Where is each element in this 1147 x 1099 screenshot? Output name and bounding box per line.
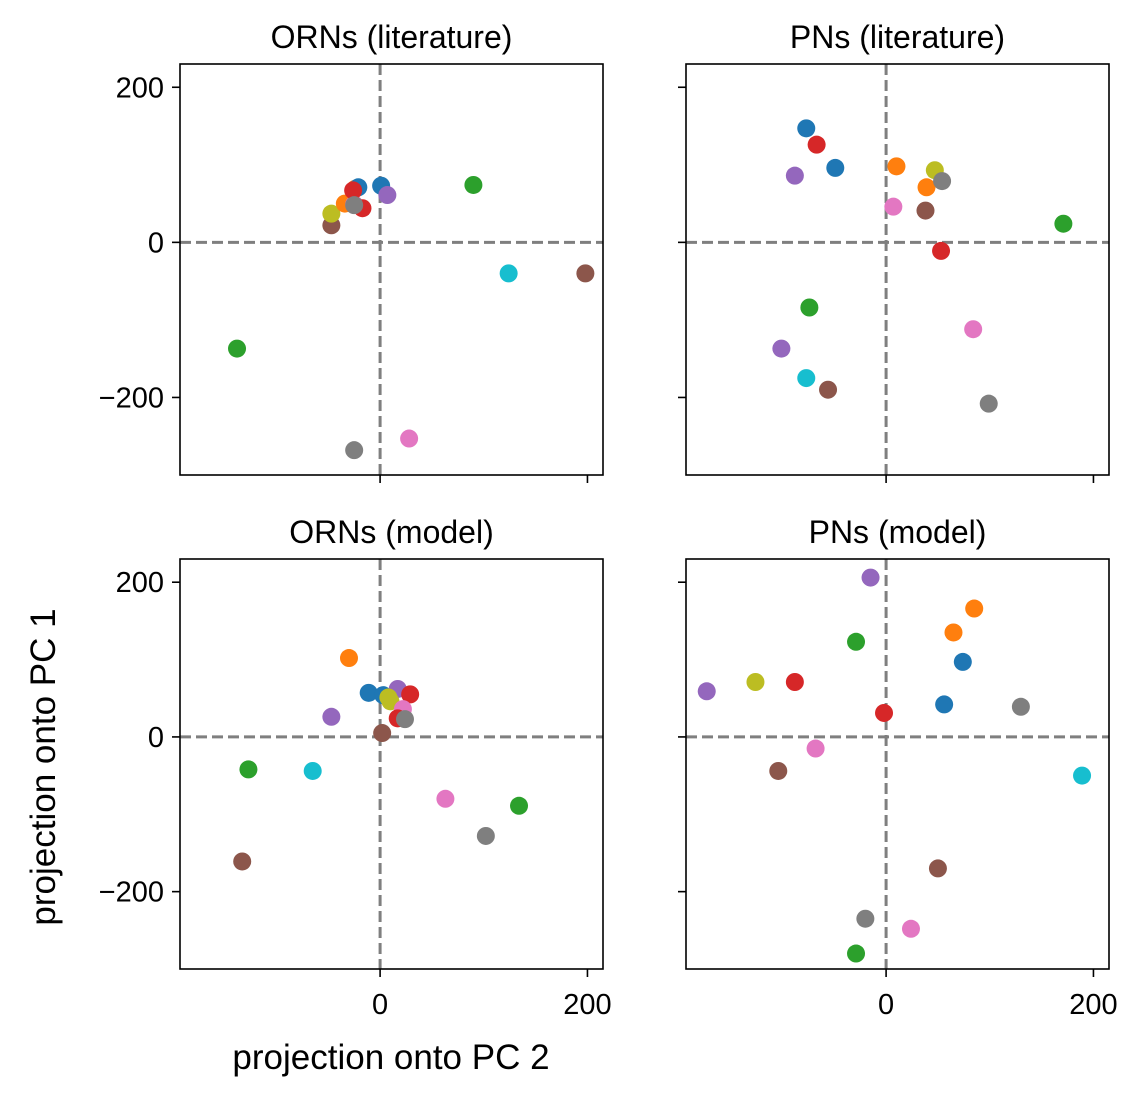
panel-title: PNs (literature) [790, 19, 1005, 55]
data-point [944, 623, 963, 642]
panel-orns-model: ORNs (model) 0 200 −200 0 200 [99, 514, 612, 1021]
data-point [806, 739, 825, 758]
data-point [401, 685, 420, 704]
y-tick-label: 0 [148, 227, 164, 259]
data-point [576, 264, 595, 283]
x-tick-label: 200 [563, 989, 611, 1021]
data-point [464, 175, 483, 194]
data-point [884, 197, 903, 216]
data-point [847, 944, 866, 963]
y-tick-label: −200 [99, 382, 164, 414]
data-point [785, 166, 804, 185]
data-point [965, 599, 984, 618]
data-point [933, 172, 952, 191]
data-point [1054, 214, 1073, 233]
data-point [769, 761, 788, 780]
data-point [345, 196, 364, 215]
panel-pns-literature: PNs (literature) [678, 19, 1110, 483]
data-point [935, 695, 954, 714]
data-point [875, 703, 894, 722]
data-point [1073, 766, 1092, 785]
data-point [979, 394, 998, 413]
data-point [826, 158, 845, 177]
data-point [395, 710, 414, 729]
x-tick-label: 200 [1069, 989, 1117, 1021]
panel-title: PNs (model) [809, 514, 987, 550]
data-point [856, 909, 875, 928]
panel-title: ORNs (literature) [271, 19, 513, 55]
data-point [359, 683, 378, 702]
data-point [847, 632, 866, 651]
data-point [322, 707, 341, 726]
data-point [697, 682, 716, 701]
data-point [797, 369, 816, 388]
data-point [964, 320, 983, 339]
data-point [373, 724, 392, 743]
data-point [917, 178, 936, 197]
data-point [772, 339, 791, 358]
data-point [1011, 697, 1030, 716]
y-axis-label: projection onto PC 1 [24, 608, 63, 925]
plot-frame [179, 63, 604, 476]
y-tick-label: −200 [99, 877, 164, 909]
data-point [436, 789, 455, 808]
data-point [916, 201, 935, 220]
data-point [233, 852, 252, 871]
x-tick-label: 0 [372, 989, 388, 1021]
panel-title: ORNs (model) [289, 514, 493, 550]
data-point [476, 826, 495, 845]
data-point [785, 673, 804, 691]
plot-frame [685, 63, 1110, 476]
x-axis-label: projection onto PC 2 [232, 1038, 549, 1077]
data-point [797, 119, 816, 138]
y-tick-label: 200 [116, 72, 164, 104]
data-point [953, 652, 972, 671]
data-point [344, 181, 363, 200]
data-point [378, 186, 397, 205]
plot-frame [685, 558, 1110, 970]
data-point [800, 298, 819, 317]
data-point [901, 919, 920, 938]
data-point [339, 649, 358, 668]
data-point [928, 859, 947, 878]
data-point [807, 135, 826, 154]
data-point [228, 339, 247, 358]
y-tick-label: 0 [148, 722, 164, 754]
data-point [239, 760, 258, 779]
data-point [499, 264, 518, 283]
data-point [746, 673, 765, 691]
y-tick-label: 200 [116, 567, 164, 599]
data-point [510, 796, 529, 815]
data-point [322, 204, 341, 223]
data-point [345, 441, 364, 460]
data-point [861, 568, 880, 587]
data-point [400, 429, 419, 448]
data-point [819, 380, 838, 399]
data-point [887, 157, 906, 176]
data-point [303, 761, 322, 780]
x-tick-label: 0 [878, 989, 894, 1021]
panel-orns-literature: ORNs (literature) −200 0 200 [99, 19, 604, 483]
data-point [932, 241, 951, 260]
plot-frame [179, 558, 604, 970]
panel-pns-model: PNs (model) 0 200 [678, 514, 1118, 1021]
